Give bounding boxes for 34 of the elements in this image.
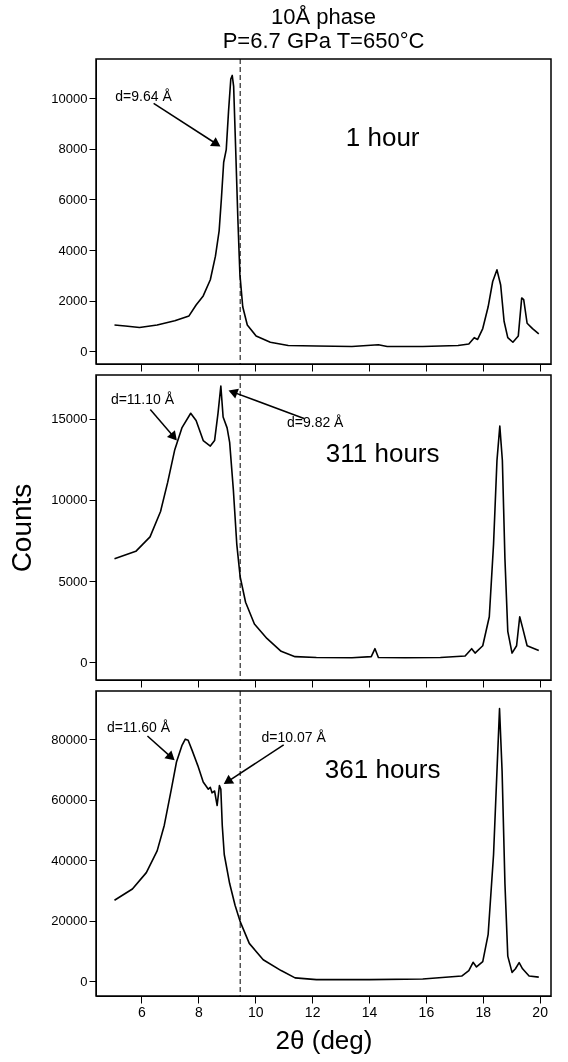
annotation: d=9.64 Å	[115, 87, 173, 104]
y-tick-label: 10000	[51, 492, 88, 508]
y-tick-label: 0	[80, 654, 88, 670]
x-axis-title: 2θ (deg)	[275, 1024, 373, 1055]
x-tick-label: 12	[304, 1003, 321, 1020]
y-tick-label: 4000	[58, 242, 88, 258]
y-tick-label: 10000	[51, 90, 88, 106]
annotation: 1 hour	[345, 122, 420, 153]
annotation: d=11.10 Å	[110, 391, 175, 408]
y-tick-label: 15000	[51, 411, 88, 427]
y-tick-label: 2000	[58, 293, 88, 309]
y-axis-title: Counts	[6, 483, 38, 573]
annotation: d=10.07 Å	[261, 729, 327, 746]
y-tick-label: 5000	[58, 573, 88, 589]
y-tick-label: 8000	[58, 141, 88, 157]
y-tick-label: 0	[80, 343, 88, 359]
y-tick-label: 40000	[51, 852, 88, 868]
y-tick-label: 0	[80, 973, 88, 989]
annotation: 311 hours	[325, 438, 440, 469]
y-tick-label: 20000	[51, 913, 88, 929]
y-tick-label: 60000	[51, 792, 88, 808]
annotation: 361 hours	[324, 754, 441, 785]
x-tick-label: 20	[532, 1003, 549, 1020]
x-tick-label: 8	[194, 1003, 203, 1020]
x-tick-label: 14	[361, 1003, 378, 1020]
x-tick-label: 10	[247, 1003, 264, 1020]
x-tick-label: 16	[418, 1003, 435, 1020]
chart-title: 10Å phase P=6.7 GPa T=650°C	[222, 3, 425, 53]
x-tick-label: 18	[475, 1003, 492, 1020]
y-tick-label: 6000	[58, 191, 88, 207]
y-tick-label: 80000	[51, 731, 88, 747]
annotation: d=9.82 Å	[287, 413, 345, 430]
annotation: d=11.60 Å	[106, 718, 171, 735]
x-tick-label: 6	[138, 1003, 147, 1020]
